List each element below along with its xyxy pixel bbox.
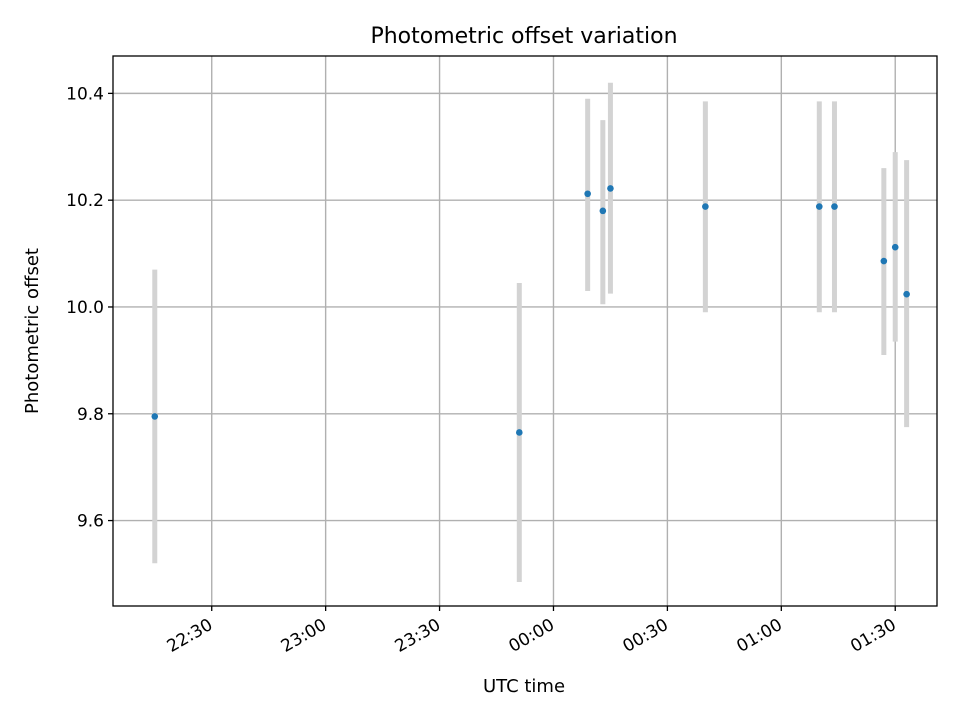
data-point (516, 429, 523, 436)
data-point (831, 203, 838, 210)
errorbar-layer (152, 82, 910, 582)
x-tick-label: 00:30 (619, 615, 671, 657)
y-tick-label: 10.4 (66, 84, 104, 104)
y-tick-label: 10.2 (66, 191, 104, 211)
y-axis-label: Photometric offset (22, 248, 43, 414)
x-tick-label: 01:00 (733, 615, 785, 657)
x-tick-label: 00:00 (506, 615, 558, 657)
data-point (584, 190, 591, 198)
y-tick-label: 9.6 (77, 512, 104, 532)
data-point (702, 203, 709, 210)
tick-layer: 22:30 23:00 23:30 00:00 00:30 01:00 01:30 9.6 9.… (66, 84, 900, 656)
x-tick-label: 22:30 (164, 615, 216, 657)
y-tick-label: 10.0 (66, 298, 104, 318)
data-point (903, 290, 910, 298)
data-point (815, 203, 823, 210)
point-layer (151, 185, 910, 436)
data-point (607, 185, 614, 192)
grid-layer (113, 56, 937, 606)
x-axis-label: UTC time (483, 676, 565, 697)
data-point (599, 207, 607, 215)
data-point (891, 243, 899, 251)
chart-title: Photometric offset variation (370, 24, 677, 49)
data-point (151, 413, 159, 420)
x-tick-label: 23:30 (392, 615, 444, 657)
data-point (880, 257, 888, 265)
x-tick-label: 01:30 (847, 615, 899, 657)
y-tick-label: 9.8 (77, 405, 104, 425)
x-tick-label: 23:00 (278, 615, 330, 657)
plot-frame (112, 55, 938, 607)
